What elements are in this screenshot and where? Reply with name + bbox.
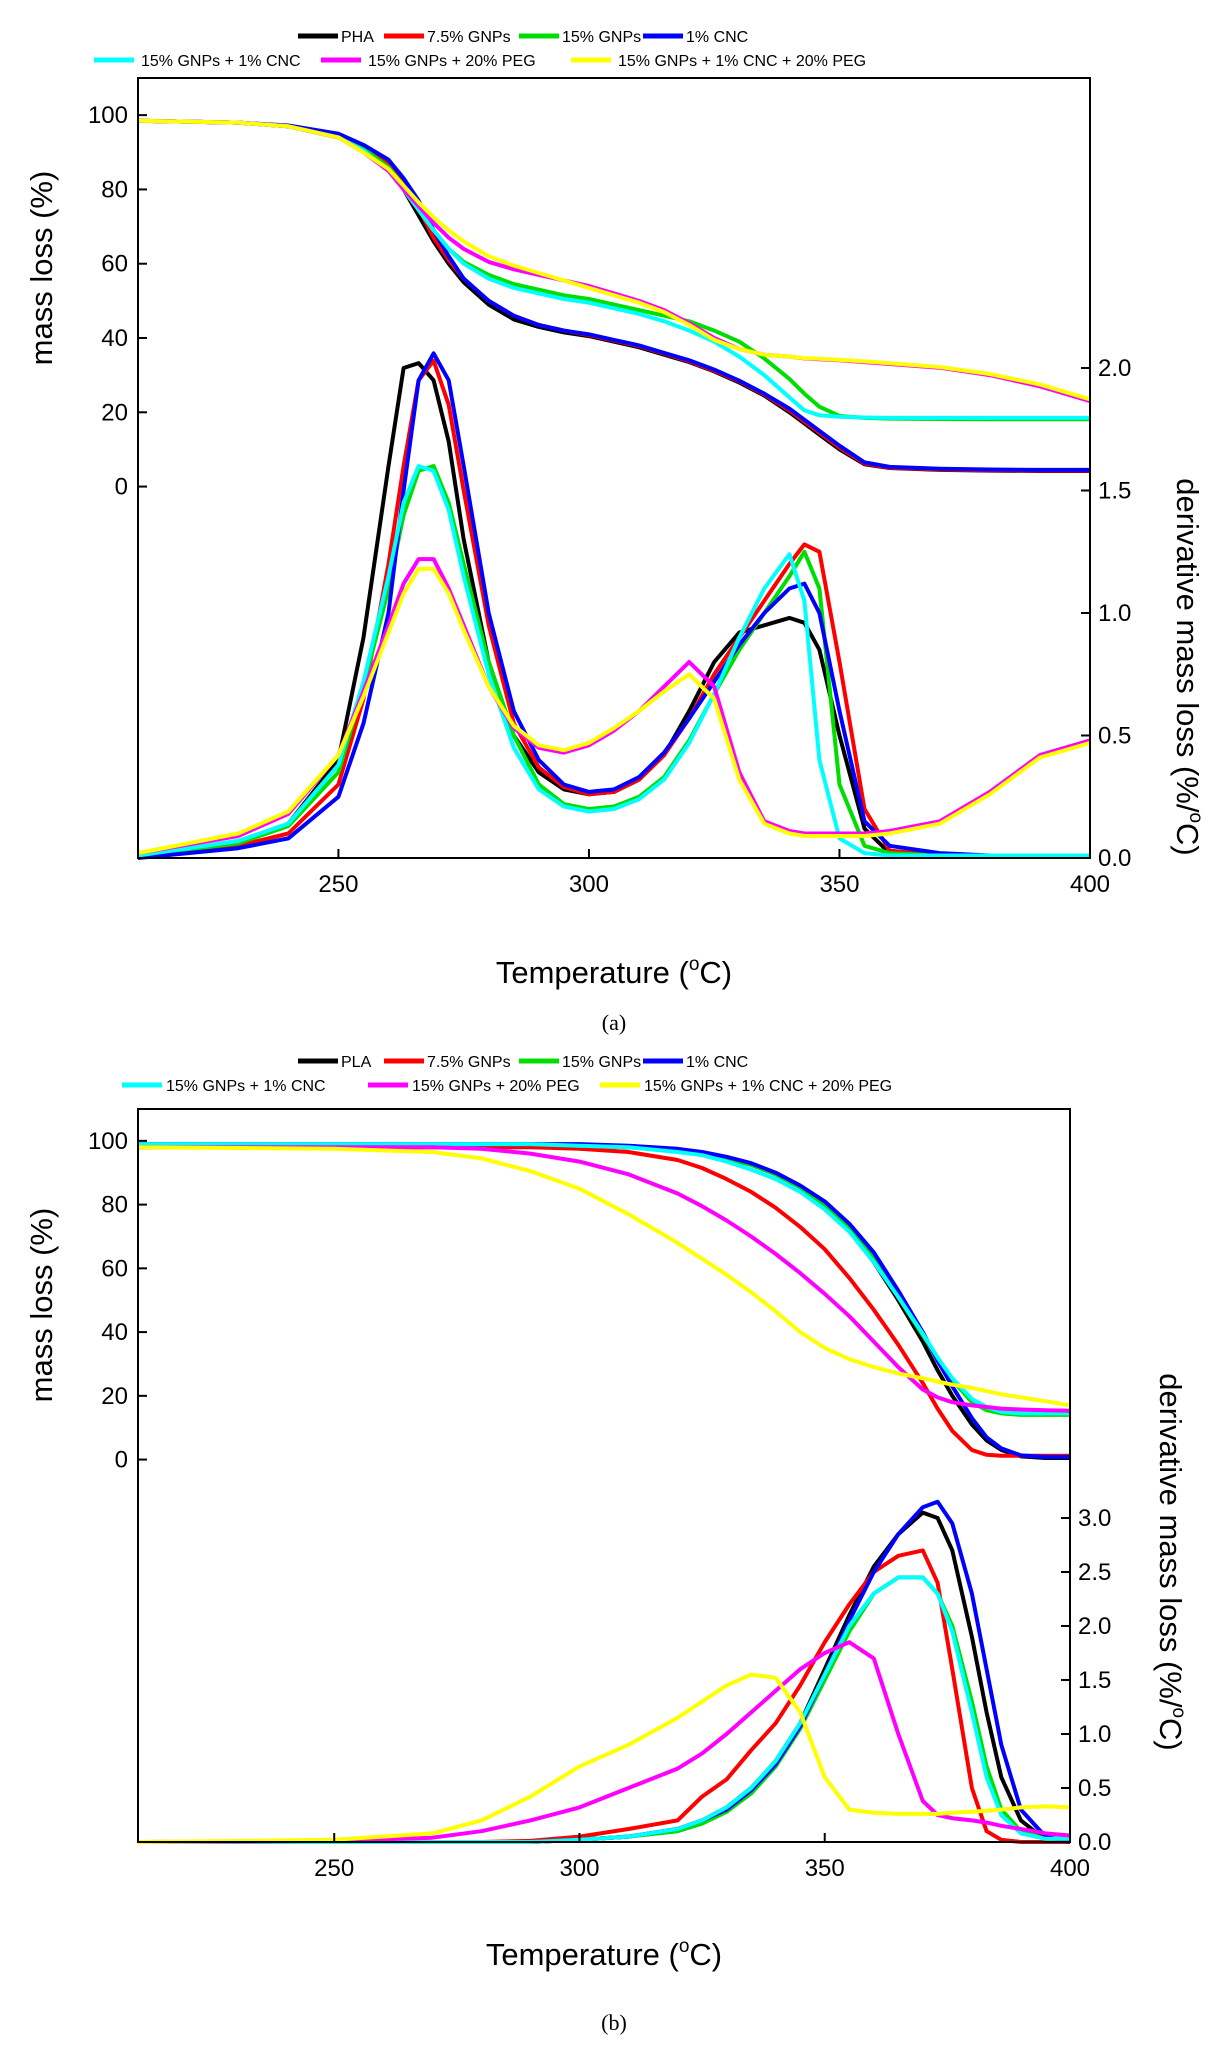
x-tick-label-b-2: 350 — [805, 1855, 845, 1882]
mass-curve-a-2 — [137, 118, 1090, 422]
y2-tick-label-b-6: 0.0 — [1078, 1829, 1111, 1856]
y2-tick-label-b-5: 0.5 — [1078, 1775, 1111, 1802]
deriv-curve-a-4 — [137, 464, 1090, 858]
panel-a: PHA 7.5% GNPs 15% GNPs 1% CNC 15% GNPs +… — [24, 29, 1206, 1035]
y-tick-label-b-0: 100 — [88, 1128, 128, 1155]
y-tick-label-a-5: 0 — [115, 474, 128, 501]
y-tick-label-b-1: 80 — [101, 1192, 128, 1219]
deriv-curve-a-1 — [137, 358, 1090, 858]
y-axis-title-b: mass loss (%) — [24, 1208, 59, 1403]
y2-axis-title-a: derivative mass loss (%/oC) — [1170, 478, 1206, 856]
legend-label-a-5: 15% GNPs + 20% PEG — [368, 53, 536, 70]
mass-curve-b-3 — [138, 1142, 1070, 1459]
mass-curve-a-6 — [137, 118, 1091, 402]
legend-label-b-1: 7.5% GNPs — [427, 1054, 511, 1071]
panel-b-tick-labels: 250 300 350 400 100 80 60 40 20 0 3.0 2.… — [88, 1128, 1111, 1882]
mass-curve-a-5 — [137, 118, 1091, 404]
y-tick-label-b-2: 60 — [101, 1255, 128, 1282]
legend-label-a-0: PHA — [341, 29, 374, 46]
mass-curve-b-4 — [138, 1142, 1070, 1416]
y2-tick-label-a-2: 1.0 — [1098, 600, 1131, 627]
y2-tick-label-b-1: 2.5 — [1078, 1559, 1111, 1586]
x-tick-label-b-1: 300 — [559, 1855, 599, 1882]
legend-label-a-6: 15% GNPs + 1% CNC + 20% PEG — [618, 53, 866, 70]
y-tick-label-a-0: 100 — [88, 102, 128, 129]
y2-axis-title-b: derivative mass loss (%/oC) — [1153, 1373, 1189, 1751]
y-tick-label-a-2: 60 — [101, 251, 128, 278]
x-tick-label-a-3: 400 — [1070, 871, 1110, 898]
x-tick-label-b-3: 400 — [1050, 1855, 1090, 1882]
legend-label-b-5: 15% GNPs + 20% PEG — [412, 1078, 580, 1095]
deriv-curve-b-5 — [137, 1640, 1071, 1844]
legend-label-a-2: 15% GNPs — [562, 29, 641, 46]
mass-curve-b-1 — [138, 1145, 1070, 1458]
y2-tick-label-b-2: 2.0 — [1078, 1613, 1111, 1640]
deriv-curve-a-5 — [137, 557, 1091, 856]
legend-label-b-3: 1% CNC — [686, 1054, 748, 1071]
deriv-curve-b-4 — [138, 1575, 1070, 1844]
panel-a-curves — [137, 118, 1091, 860]
y2-tick-label-b-3: 1.5 — [1078, 1667, 1111, 1694]
mass-curve-a-4 — [137, 118, 1090, 420]
legend-label-b-2: 15% GNPs — [562, 1054, 641, 1071]
y2-tick-label-b-0: 3.0 — [1078, 1505, 1111, 1532]
x-tick-label-a-0: 250 — [318, 871, 358, 898]
y-tick-label-b-3: 40 — [101, 1319, 128, 1346]
panel-b-legend: PLA 7.5% GNPs 15% GNPs 1% CNC 15% GNPs +… — [122, 1054, 892, 1095]
y2-tick-label-a-4: 0.0 — [1098, 845, 1131, 872]
panel-b-frame — [137, 1108, 1071, 1843]
panel-a-frame — [137, 77, 1091, 859]
legend-label-a-3: 1% CNC — [686, 29, 748, 46]
panel-label-b: (b) — [601, 2010, 627, 2035]
panel-a-tick-labels: 250 300 350 400 100 80 60 40 20 0 2.0 1.… — [88, 102, 1131, 898]
y-tick-label-a-3: 40 — [101, 325, 128, 352]
legend-label-b-0: PLA — [341, 1054, 372, 1071]
panel-a-ticks — [138, 114, 1091, 859]
panel-b: PLA 7.5% GNPs 15% GNPs 1% CNC 15% GNPs +… — [24, 1054, 1189, 2035]
y2-tick-label-a-0: 2.0 — [1098, 355, 1131, 382]
panel-b-ticks — [138, 1139, 1071, 1843]
panel-label-a: (a) — [602, 1010, 626, 1035]
mass-curve-b-6 — [137, 1145, 1071, 1408]
deriv-curve-a-0 — [137, 361, 1090, 858]
panel-a-legend: PHA 7.5% GNPs 15% GNPs 1% CNC 15% GNPs +… — [94, 29, 866, 70]
deriv-curve-a-3 — [137, 351, 1090, 860]
y-tick-label-a-1: 80 — [101, 176, 128, 203]
legend-label-a-1: 7.5% GNPs — [427, 29, 511, 46]
y2-tick-label-a-1: 1.5 — [1098, 478, 1131, 505]
deriv-curve-b-2 — [138, 1575, 1070, 1844]
x-axis-title-a: Temperature (oC) — [496, 954, 732, 990]
y-axis-title-a: mass loss (%) — [24, 171, 59, 366]
y2-tick-label-b-4: 1.0 — [1078, 1721, 1111, 1748]
mass-curve-b-2 — [138, 1142, 1070, 1417]
mass-curve-b-5 — [138, 1145, 1071, 1413]
legend-label-b-4: 15% GNPs + 1% CNC — [166, 1078, 326, 1095]
deriv-curve-a-6 — [137, 566, 1091, 856]
y-tick-label-b-4: 20 — [101, 1383, 128, 1410]
y-tick-label-b-5: 0 — [115, 1447, 128, 1474]
legend-label-b-6: 15% GNPs + 1% CNC + 20% PEG — [644, 1078, 892, 1095]
y2-tick-label-a-3: 0.5 — [1098, 723, 1131, 750]
mass-curve-a-3 — [137, 118, 1090, 472]
deriv-curve-b-3 — [138, 1499, 1071, 1844]
x-tick-label-a-1: 300 — [569, 871, 609, 898]
x-axis-title-b: Temperature (oC) — [486, 1936, 722, 1972]
deriv-curve-b-6 — [137, 1672, 1071, 1844]
mass-curve-b-0 — [138, 1142, 1070, 1460]
x-tick-label-b-0: 250 — [314, 1855, 354, 1882]
x-tick-label-a-2: 350 — [819, 871, 859, 898]
y-tick-label-a-4: 20 — [101, 399, 128, 426]
panel-b-curves — [137, 1142, 1071, 1844]
deriv-curve-a-2 — [137, 464, 1090, 858]
legend-label-a-4: 15% GNPs + 1% CNC — [141, 53, 301, 70]
